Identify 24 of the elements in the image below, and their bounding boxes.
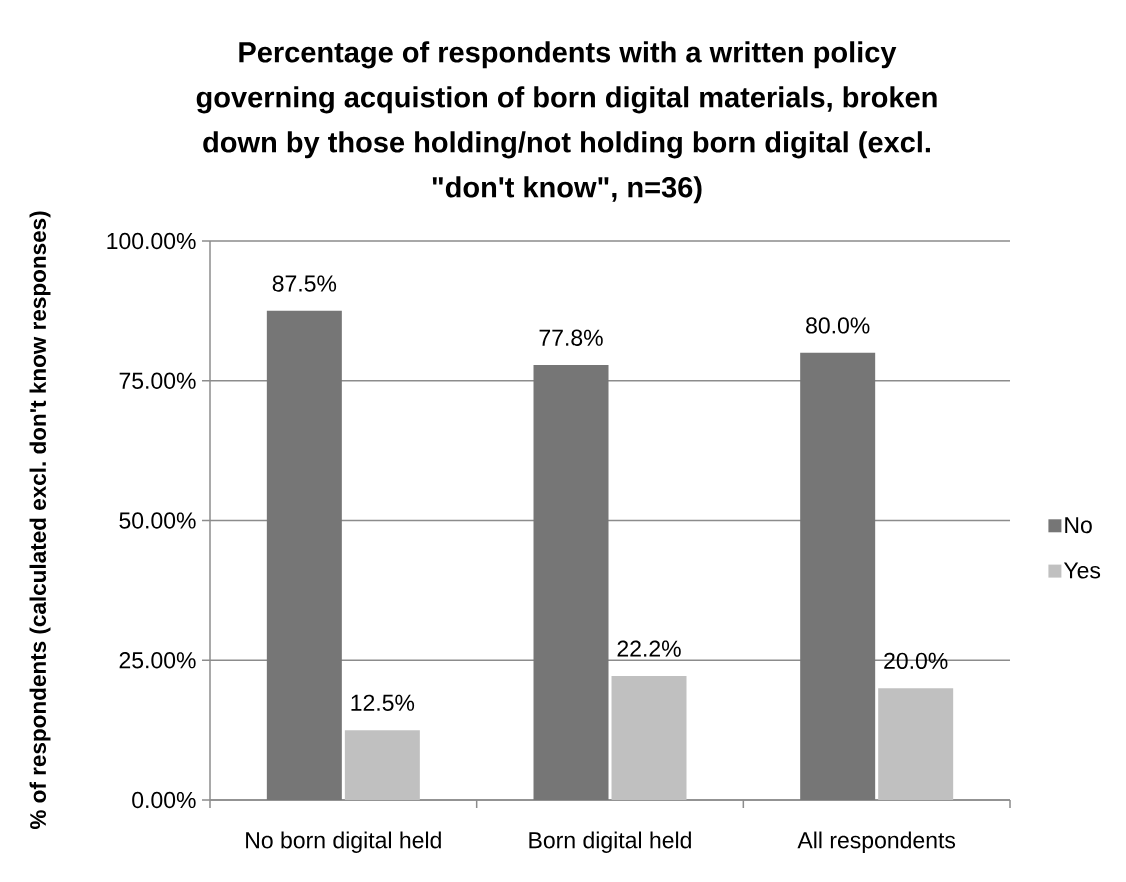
y-tick-label: 75.00% <box>119 372 196 389</box>
y-tick-label: 100.00% <box>107 232 196 250</box>
legend-label: No <box>1065 517 1092 534</box>
data-label: 20.0% <box>884 652 948 669</box>
bar <box>800 352 876 800</box>
x-tick-label: No born digital held <box>246 831 441 853</box>
y-tick-label: 0.00% <box>132 791 196 809</box>
data-label: 22.2% <box>617 640 681 657</box>
bar <box>344 730 420 800</box>
y-tick-label: 50.00% <box>119 512 196 529</box>
data-label: 80.0% <box>806 317 870 334</box>
legend-label: Yes <box>1063 562 1101 579</box>
x-tick-label: All respondents <box>797 831 956 853</box>
bar <box>266 310 342 800</box>
x-tick-label: Born digital held <box>529 831 691 853</box>
chart-title: Percentage of respondents with a written policy governing acquistion of born digital materials, broken down by those holding/not holding born digital (excl. "don't know", n=36) <box>196 41 937 204</box>
bar <box>878 688 954 800</box>
bar <box>611 675 687 800</box>
data-label: 77.8% <box>539 329 603 346</box>
y-axis-title: % of respondents (calculated excl. don't know responses) <box>29 211 51 830</box>
data-label: 87.5% <box>272 275 337 292</box>
bar <box>533 365 609 800</box>
data-label: 12.5% <box>351 694 415 711</box>
y-tick-label: 25.00% <box>119 652 196 669</box>
